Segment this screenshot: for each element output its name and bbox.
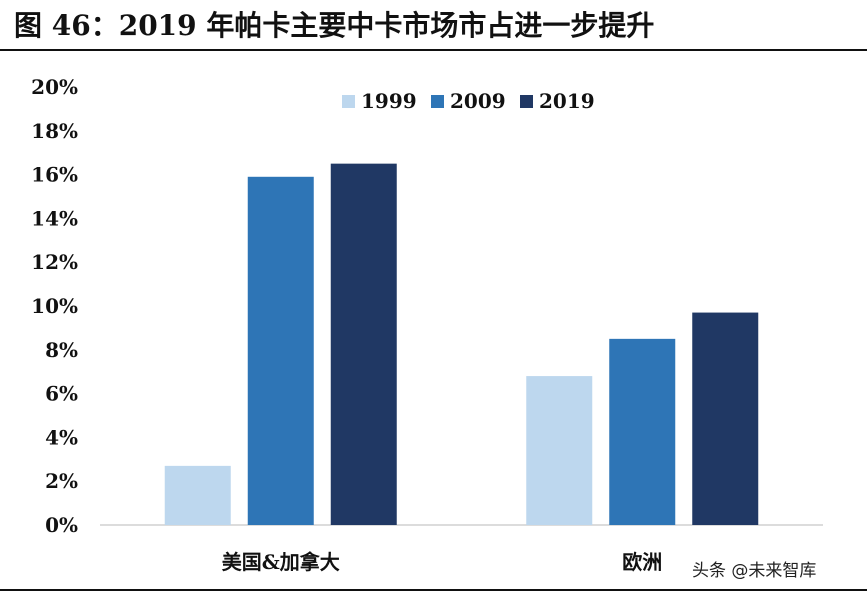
bar-2009 bbox=[609, 338, 676, 525]
watermark: 头条 @未来智库 bbox=[690, 556, 819, 581]
legend-label: 2019 bbox=[539, 89, 595, 113]
legend-label: 2009 bbox=[450, 89, 506, 113]
legend-swatch bbox=[342, 95, 355, 108]
y-tick-label: 20% bbox=[31, 75, 78, 99]
y-tick-label: 6% bbox=[45, 382, 78, 406]
legend-swatch bbox=[431, 95, 444, 108]
y-tick-label: 18% bbox=[31, 119, 78, 143]
x-axis-labels: 美国&加拿大 欧洲 bbox=[222, 550, 663, 574]
y-tick-label: 2% bbox=[45, 469, 78, 493]
bars bbox=[164, 163, 759, 526]
legend-label: 1999 bbox=[361, 89, 417, 113]
y-tick-label: 16% bbox=[31, 163, 78, 187]
y-tick-label: 8% bbox=[45, 338, 78, 362]
bar-2019 bbox=[330, 163, 397, 525]
x-tick-label: 美国&加拿大 bbox=[222, 550, 340, 574]
title-divider bbox=[0, 49, 867, 51]
y-tick-label: 0% bbox=[45, 513, 78, 537]
bar-2009 bbox=[247, 176, 314, 526]
x-tick-label: 欧洲 bbox=[622, 550, 662, 574]
bar-1999 bbox=[526, 376, 593, 525]
figure-title: 图 46：2019 年帕卡主要中卡市场市占进一步提升 bbox=[14, 9, 655, 42]
y-tick-label: 12% bbox=[31, 250, 78, 274]
y-tick-label: 4% bbox=[45, 425, 78, 449]
y-tick-label: 10% bbox=[31, 294, 78, 318]
y-axis-labels: 0% 2% 4% 6% 8% 10% 12% 14% 16% 18% 20% bbox=[31, 75, 78, 537]
y-tick-label: 14% bbox=[31, 206, 78, 230]
bar-2019 bbox=[692, 312, 759, 525]
bottom-divider bbox=[0, 589, 867, 591]
legend: 1999 2009 2019 bbox=[342, 89, 595, 113]
legend-swatch bbox=[520, 95, 533, 108]
bar-1999 bbox=[164, 465, 231, 525]
